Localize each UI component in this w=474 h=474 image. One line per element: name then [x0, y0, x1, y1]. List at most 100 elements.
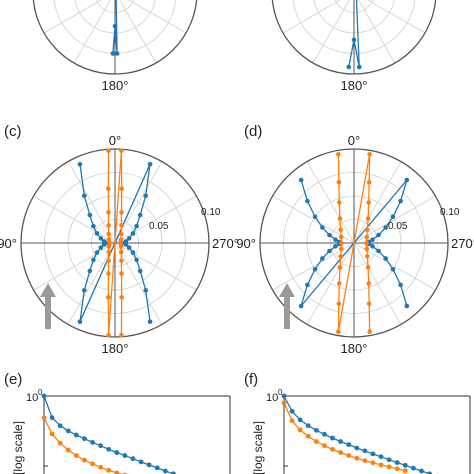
polar-data-point	[91, 257, 96, 263]
angle-label-top: 0°	[109, 133, 121, 148]
polar-data-point	[338, 227, 344, 233]
polar-data-point	[383, 225, 388, 230]
polar-data-point	[118, 237, 124, 242]
polar-data-point	[338, 246, 344, 252]
polar-data-point	[147, 161, 153, 167]
polar-outer-ring	[20, 148, 210, 338]
polar-data-point	[364, 227, 370, 233]
line-data-point	[419, 468, 424, 474]
polar-data-point	[364, 240, 369, 246]
line-data-point	[370, 451, 376, 457]
polar-data-point	[106, 223, 111, 228]
polar-data-point	[390, 214, 396, 220]
line-data-point	[57, 440, 63, 446]
polar-data-point	[337, 216, 343, 221]
polar-data-point	[130, 250, 136, 255]
polar-data-point	[134, 257, 139, 263]
polar-data-point	[398, 282, 403, 288]
line-data-point	[354, 455, 360, 461]
polar-data-point	[91, 223, 96, 229]
polar-data-point	[106, 237, 112, 242]
angle-label-left: 90°	[236, 236, 256, 251]
polar-data-point	[337, 265, 343, 270]
polar-data-point	[336, 200, 342, 205]
polar-data-point	[106, 249, 112, 255]
polar-data-point	[118, 249, 124, 255]
line-data-point	[394, 466, 400, 472]
panel-c-label: (c)	[4, 123, 22, 140]
polar-data-point	[356, 64, 362, 70]
polar-data-point	[312, 214, 318, 220]
polar-data-point	[333, 237, 338, 243]
polar-data-point	[119, 271, 124, 276]
line-data-point	[338, 450, 344, 455]
polar-data-point	[106, 332, 111, 338]
polar-data-point	[106, 295, 111, 300]
polar-data-point	[338, 253, 344, 259]
polar-data-point	[320, 225, 325, 230]
line-data-point	[297, 417, 303, 423]
polar-grid-spoke	[67, 161, 116, 244]
polar-series-line-0	[348, 0, 360, 68]
line-data-point	[370, 460, 376, 466]
polar-grid-spoke	[114, 161, 163, 244]
polar-data-point	[336, 151, 341, 157]
radial-tick-label-0.10: 0.10	[440, 207, 460, 218]
polar-data-point	[114, 51, 120, 56]
polar-data-point	[112, 23, 118, 29]
radial-tick-label-0.05: 0.05	[149, 221, 169, 232]
polar-data-point	[118, 244, 124, 249]
panel-e-label: (e)	[4, 371, 22, 388]
polar-data-point	[404, 303, 410, 309]
polar-data-point	[365, 216, 371, 221]
panel-f-label: (f)	[244, 371, 258, 388]
line-data-point	[386, 457, 392, 463]
polar-data-point	[404, 177, 410, 183]
line-data-point	[49, 431, 55, 437]
line-data-point	[297, 427, 303, 433]
line-data-point	[362, 458, 368, 464]
line-data-point	[354, 445, 360, 451]
line-data-point	[162, 468, 168, 474]
polar-data-point	[98, 245, 104, 250]
polar-grid-spoke	[282, 0, 341, 34]
direction-arrow-shaft	[45, 295, 51, 329]
polar-data-point	[366, 301, 372, 307]
line-data-point	[346, 442, 352, 448]
line-data-point	[73, 453, 79, 458]
panel-d-polar-plot: 0° 180° 90° 270° 0.05 0.10	[236, 133, 474, 356]
polar-data-point	[77, 161, 83, 167]
polar-data-point	[333, 243, 338, 249]
polar-data-point	[143, 193, 149, 198]
polar-grid-spoke	[119, 0, 157, 64]
polar-data-point	[106, 258, 111, 263]
polar-data-point	[87, 212, 93, 218]
panel-a-polar-plot: 180°	[32, 0, 198, 93]
line-data-point	[305, 423, 311, 429]
angle-label-bottom: 180°	[102, 341, 129, 356]
line-data-point	[427, 471, 432, 474]
polar-data-point	[376, 248, 381, 254]
polar-data-point	[87, 268, 93, 274]
polar-data-point	[338, 234, 344, 240]
line-data-point	[289, 418, 295, 424]
line-data-point	[41, 415, 47, 421]
polar-data-point	[77, 319, 83, 325]
polar-data-point	[327, 232, 332, 238]
polar-data-point	[298, 177, 304, 183]
polar-data-point	[106, 210, 111, 215]
polar-data-point	[398, 198, 403, 204]
polar-data-point	[366, 281, 372, 286]
polar-data-point	[81, 193, 87, 198]
polar-data-point	[126, 245, 132, 250]
line-data-point	[313, 427, 319, 433]
polar-data-point	[351, 37, 357, 43]
polar-data-point	[336, 301, 342, 307]
polar-data-point	[118, 240, 123, 246]
line-data-point	[402, 468, 408, 474]
line-data-point	[322, 443, 327, 449]
polar-grid-spoke	[67, 242, 116, 325]
polar-grid-spoke	[353, 161, 402, 244]
polar-data-point	[367, 329, 372, 335]
polar-grid-spoke	[367, 0, 426, 34]
